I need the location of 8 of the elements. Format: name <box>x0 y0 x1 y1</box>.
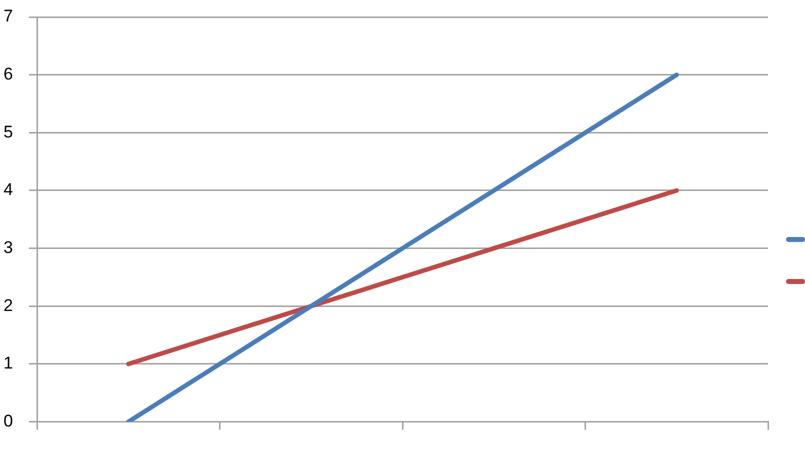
y-tick-label: 1 <box>4 354 13 373</box>
y-tick-label: 4 <box>4 180 13 200</box>
y-tick-label: 3 <box>4 238 13 257</box>
y-tick-label: 7 <box>4 6 13 26</box>
y-tick-label: 5 <box>4 122 13 142</box>
y-tick-label: 0 <box>4 411 13 430</box>
y-tick-label: 6 <box>4 64 13 84</box>
y-tick-label: 2 <box>4 296 13 315</box>
